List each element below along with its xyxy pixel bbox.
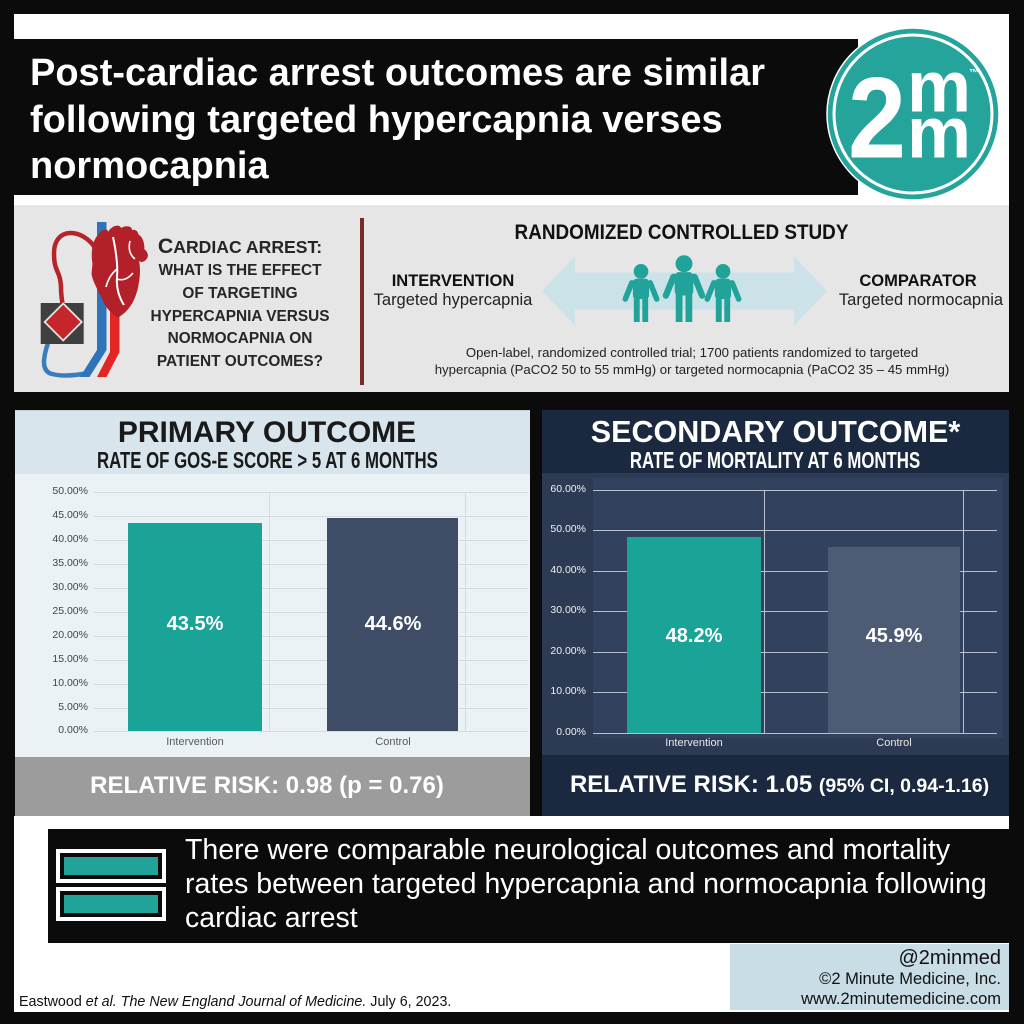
svg-text:™: ™ xyxy=(969,68,979,79)
svg-text:2: 2 xyxy=(848,55,906,183)
svg-text:m: m xyxy=(907,94,971,174)
svg-text:m: m xyxy=(907,48,971,128)
